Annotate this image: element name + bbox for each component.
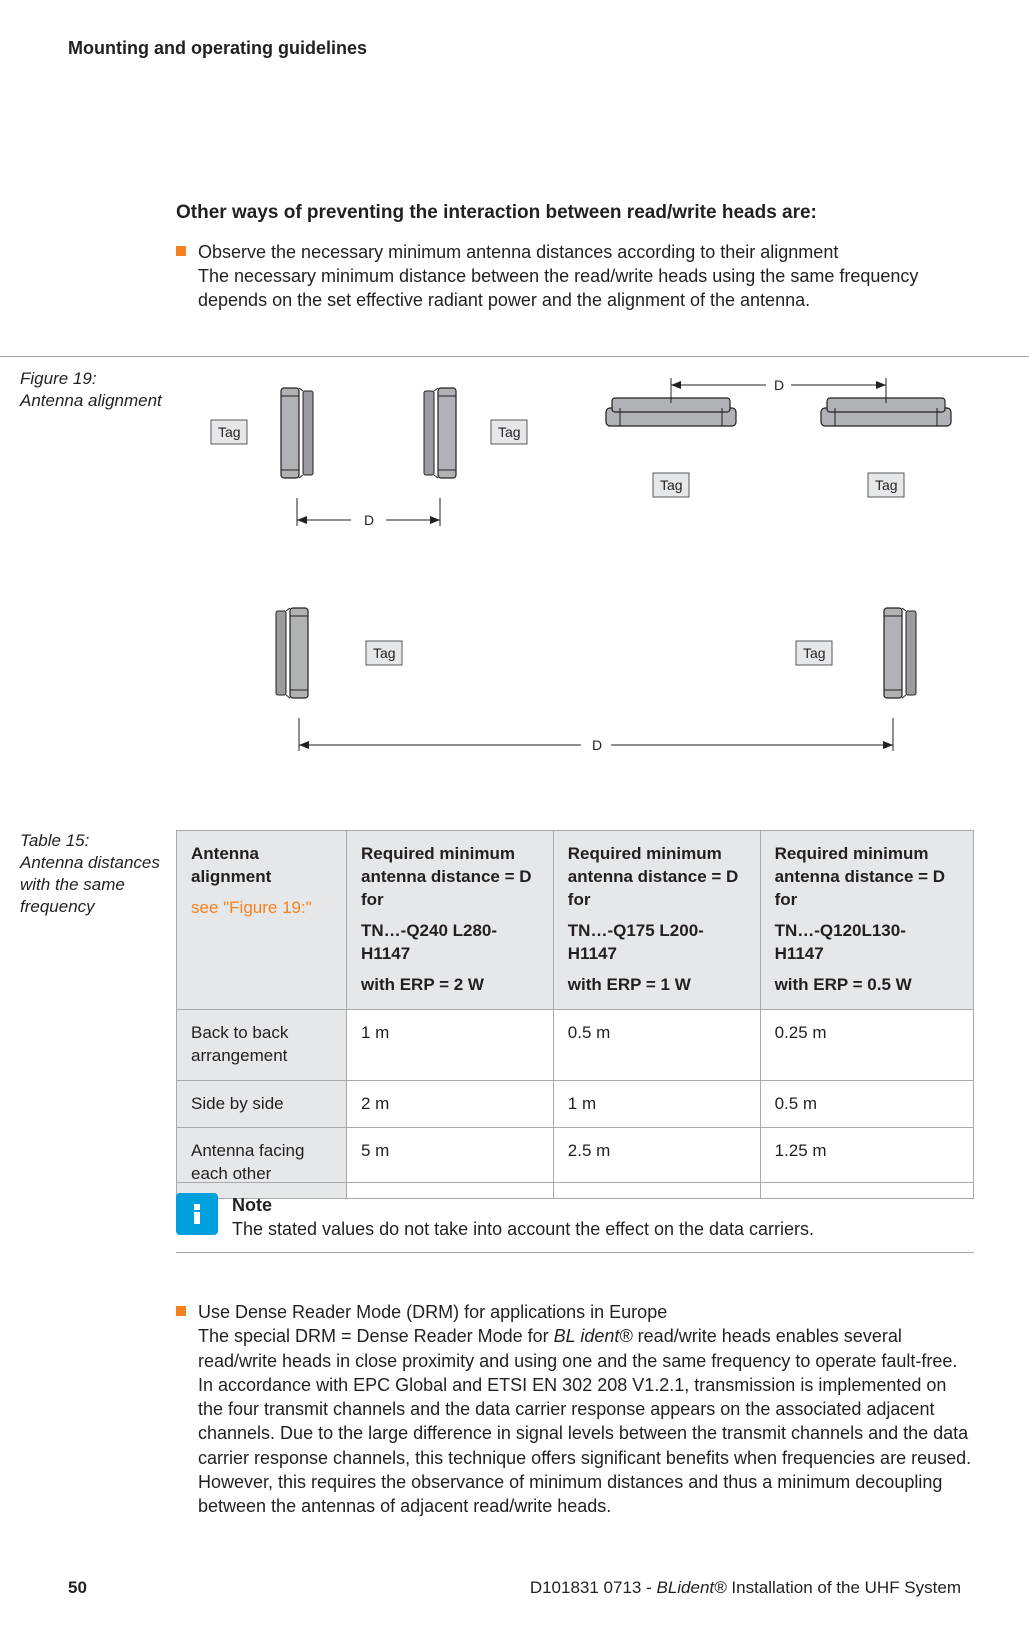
figure-caption-l1: Figure 19: <box>20 369 97 388</box>
svg-text:D: D <box>774 377 784 393</box>
bullet2-line1: Use Dense Reader Mode (DRM) for applicat… <box>198 1302 667 1322</box>
doc-prefix: D101831 0713 - <box>530 1578 657 1597</box>
table-caption-l2: Antenna distances with the same frequenc… <box>20 853 160 916</box>
th1-l1: Required minimum antenna distance = D fo… <box>361 844 532 909</box>
th3-l3: with ERP = 0.5 W <box>775 974 959 997</box>
cell: 1 m <box>553 1080 760 1128</box>
antenna-distance-table: Antenna alignment see "Figure 19:" Requi… <box>176 830 974 1199</box>
th-alignment: Antenna alignment see "Figure 19:" <box>177 831 347 1010</box>
bullet-text: Observe the necessary minimum antenna di… <box>198 240 974 313</box>
note-body: The stated values do not take into accou… <box>232 1219 814 1239</box>
cell: Side by side <box>177 1080 347 1128</box>
th2-l3: with ERP = 1 W <box>568 974 746 997</box>
bullet1-line1: Observe the necessary minimum antenna di… <box>198 242 838 262</box>
figure-svg: Tag Tag D <box>176 368 974 798</box>
cell: 0.5 m <box>553 1009 760 1080</box>
table-header-row: Antenna alignment see "Figure 19:" Requi… <box>177 831 974 1010</box>
th-q120: Required minimum antenna distance = D fo… <box>760 831 973 1010</box>
table-caption-l1: Table 15: <box>20 831 89 850</box>
th1-l2: TN…-Q240 L280- H1147 <box>361 920 539 966</box>
table-row: Side by side 2 m 1 m 0.5 m <box>177 1080 974 1128</box>
bullet2-line2b: BL ident® <box>554 1326 633 1346</box>
svg-text:Tag: Tag <box>373 645 396 661</box>
th1-l3: with ERP = 2 W <box>361 974 539 997</box>
th3-l2: TN…-Q120L130- H1147 <box>775 920 959 966</box>
section-intro: Other ways of preventing the interaction… <box>176 200 974 323</box>
note-label: Note <box>232 1193 974 1217</box>
bullet-text: Use Dense Reader Mode (DRM) for applicat… <box>198 1300 974 1519</box>
doc-suffix: Installation of the UHF System <box>727 1578 961 1597</box>
th-q175: Required minimum antenna distance = D fo… <box>553 831 760 1010</box>
bullet2-line2a: The special DRM = Dense Reader Mode for <box>198 1326 554 1346</box>
bullet1-line2: The necessary minimum distance between t… <box>198 266 918 310</box>
info-icon <box>176 1193 218 1235</box>
page-number: 50 <box>68 1577 87 1600</box>
th-q240: Required minimum antenna distance = D fo… <box>347 831 554 1010</box>
svg-text:Tag: Tag <box>660 477 683 493</box>
figure-caption: Figure 19: Antenna alignment <box>20 368 170 412</box>
cell: 2 m <box>347 1080 554 1128</box>
svg-text:Tag: Tag <box>803 645 826 661</box>
page-footer: 50 D101831 0713 - BLident® Installation … <box>0 1577 1029 1600</box>
section-heading: Other ways of preventing the interaction… <box>176 200 974 226</box>
svg-text:Tag: Tag <box>875 477 898 493</box>
figure-caption-l2: Antenna alignment <box>20 391 162 410</box>
bullet-item: Use Dense Reader Mode (DRM) for applicat… <box>176 1300 974 1519</box>
th2-l2: TN…-Q175 L200- H1147 <box>568 920 746 966</box>
divider <box>0 356 1029 357</box>
note-section: Note The stated values do not take into … <box>176 1182 974 1253</box>
page-header: Mounting and operating guidelines <box>68 36 367 60</box>
bullet-item: Observe the necessary minimum antenna di… <box>176 240 974 313</box>
th0-l1: Antenna alignment <box>191 844 271 886</box>
svg-text:D: D <box>364 512 374 528</box>
doc-id: D101831 0713 - BLident® Installation of … <box>530 1577 961 1600</box>
bullet-square-icon <box>176 246 186 256</box>
svg-text:Tag: Tag <box>498 424 521 440</box>
note-rule-top <box>176 1182 974 1183</box>
th2-l1: Required minimum antenna distance = D fo… <box>568 844 739 909</box>
bullet2-line3: In accordance with EPC Global and ETSI E… <box>198 1375 971 1516</box>
svg-text:D: D <box>592 737 602 753</box>
note-text: Note The stated values do not take into … <box>232 1193 974 1242</box>
doc-em: BLident® <box>656 1578 726 1597</box>
cell: 0.5 m <box>760 1080 973 1128</box>
figure-antenna-alignment: Tag Tag D <box>176 368 974 798</box>
bullet-square-icon <box>176 1306 186 1316</box>
table-row: Back to back arrangement 1 m 0.5 m 0.25 … <box>177 1009 974 1080</box>
th3-l1: Required minimum antenna distance = D fo… <box>775 844 946 909</box>
table-caption: Table 15: Antenna distances with the sam… <box>20 830 170 918</box>
bullet2-section: Use Dense Reader Mode (DRM) for applicat… <box>176 1300 974 1529</box>
cell: 1 m <box>347 1009 554 1080</box>
note-rule-bottom <box>176 1252 974 1253</box>
svg-text:Tag: Tag <box>218 424 241 440</box>
cell: Back to back arrangement <box>177 1009 347 1080</box>
figure-ref-link[interactable]: see "Figure 19:" <box>191 897 332 920</box>
cell: 0.25 m <box>760 1009 973 1080</box>
